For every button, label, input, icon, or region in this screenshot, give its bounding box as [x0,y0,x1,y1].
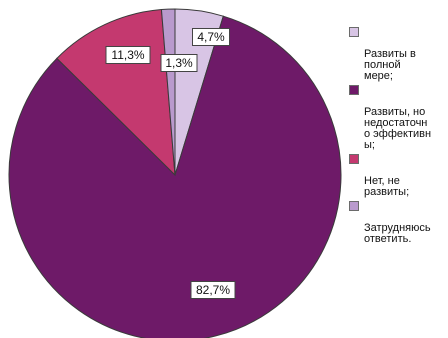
slice-label-text-0: 4,7% [197,30,225,44]
legend-swatch-not-developed [349,154,359,164]
slice-label-box-1 [190,281,236,299]
slice-label-box-3 [160,54,198,72]
slice-label-box-2 [105,46,151,64]
pie-slice-1 [8,15,342,338]
legend-item-hard-to-answer: Затрудняюсь ответить. [349,201,447,245]
slice-label-3: 1,3% [160,54,198,72]
slice-label-text-2: 11,3% [111,48,144,62]
chart-legend: Развиты в полной мере; Развиты, но недос… [349,27,447,248]
slice-label-text-3: 1,3% [165,56,193,70]
legend-swatch-developed-not-effective [349,85,359,95]
slice-label-0: 4,7% [192,28,230,46]
slice-label-text-1: 82,7% [196,283,230,297]
legend-swatch-hard-to-answer [349,201,359,211]
legend-item-fully-developed: Развиты в полной мере; [349,27,447,82]
slice-label-box-0 [192,28,230,46]
pie-slice-3 [160,8,176,176]
slice-label-2: 11,3% [105,46,151,64]
legend-label-hard-to-answer: Затрудняюсь ответить. [364,222,431,245]
legend-item-not-developed: Нет, не развиты; [349,154,447,198]
legend-label-not-developed: Нет, не развиты; [364,175,410,198]
legend-label-fully-developed: Развиты в полной мере; [364,48,416,82]
slice-label-1: 82,7% [190,281,236,299]
legend-item-developed-not-effective: Развиты, но недостаточн о эффективн ы; [349,85,447,151]
legend-label-developed-not-effective: Развиты, но недостаточн о эффективн ы; [364,106,432,151]
legend-swatch-fully-developed [349,27,359,37]
